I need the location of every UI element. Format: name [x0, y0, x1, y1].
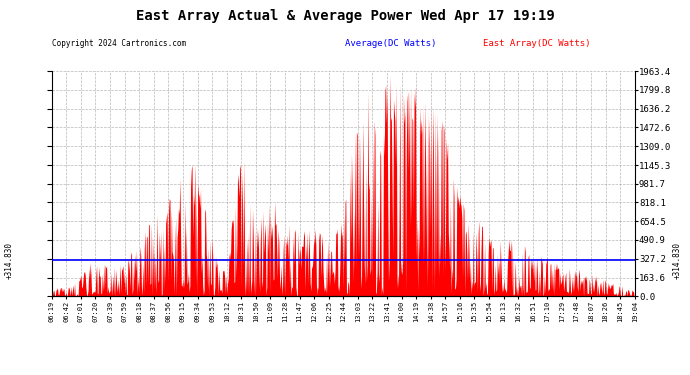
Text: +314.830: +314.830 [673, 242, 682, 279]
Text: Average(DC Watts): Average(DC Watts) [345, 39, 436, 48]
Text: Copyright 2024 Cartronics.com: Copyright 2024 Cartronics.com [52, 39, 186, 48]
Text: East Array(DC Watts): East Array(DC Watts) [483, 39, 591, 48]
Text: +314.830: +314.830 [5, 242, 14, 279]
Text: East Array Actual & Average Power Wed Apr 17 19:19: East Array Actual & Average Power Wed Ap… [136, 9, 554, 23]
